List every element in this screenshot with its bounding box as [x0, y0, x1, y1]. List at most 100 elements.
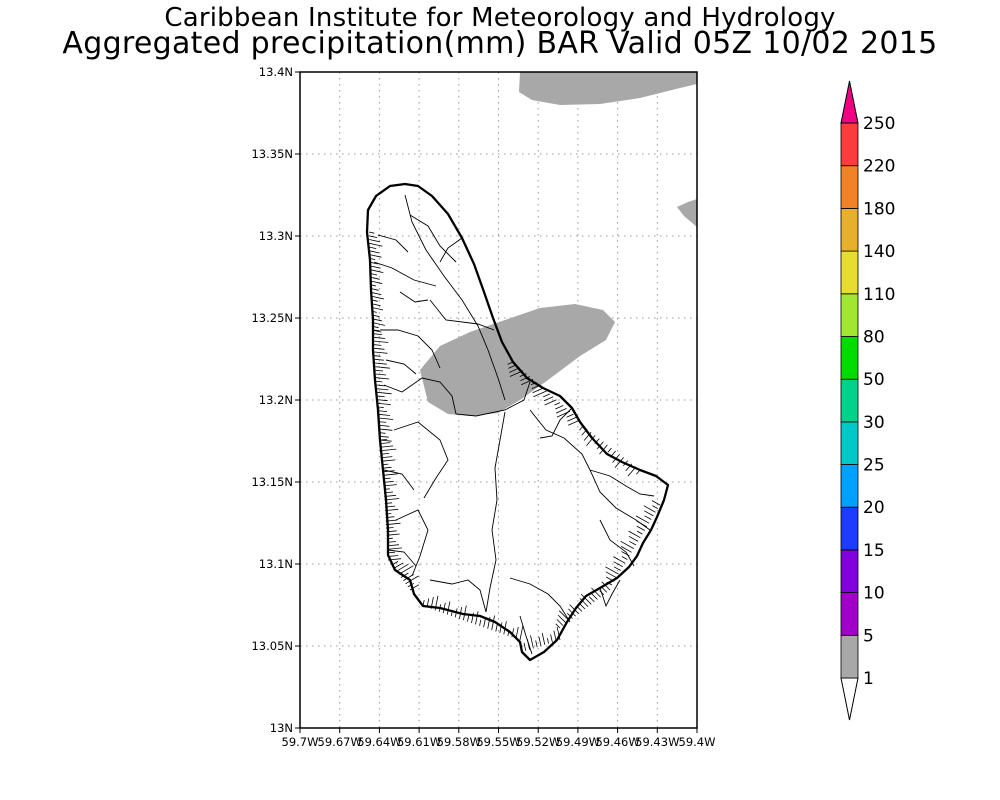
gully-line [378, 413, 391, 416]
gully-line [383, 473, 398, 476]
gully-line [471, 612, 474, 624]
gully-line [520, 646, 523, 653]
gully-line [543, 396, 554, 402]
gully-line [599, 590, 605, 596]
gully-line [379, 424, 390, 427]
gully-line [369, 235, 378, 238]
gully-line [369, 239, 380, 243]
gully-line [374, 355, 381, 357]
gully-line [379, 435, 389, 438]
gully-line [547, 638, 549, 644]
gully-line [426, 598, 430, 608]
colorbar-box [840, 634, 859, 679]
gully-line [609, 450, 616, 458]
gully-line [607, 447, 612, 453]
gully-line [373, 333, 383, 335]
gully-line [371, 322, 385, 326]
lat-tick-label: 13.4N [259, 65, 293, 79]
gully-line [530, 381, 537, 386]
gully-line [652, 505, 658, 509]
gully-line [375, 373, 387, 376]
gully-line [377, 406, 384, 408]
gully-line [381, 456, 393, 458]
institute-title: Caribbean Institute for Meteorology and … [164, 3, 836, 33]
gully-line [383, 488, 390, 490]
gully-line [371, 299, 378, 302]
gully-line [373, 344, 382, 346]
gully-line [371, 314, 380, 318]
colorbar-label: 180 [863, 199, 895, 219]
gully-line [555, 623, 561, 629]
gully-line [599, 444, 608, 455]
gully-line [577, 606, 583, 612]
colorbar-label: 10 [863, 584, 885, 604]
colorbar-label: 20 [863, 498, 885, 518]
gully-line [405, 575, 419, 585]
gully-line [370, 273, 378, 276]
gully-line [376, 391, 392, 395]
gully-line [519, 373, 527, 377]
gully-line [605, 566, 619, 575]
precip-area-east [677, 199, 697, 227]
gully-line [369, 265, 381, 269]
gully-line [376, 380, 383, 383]
colorbar-label: 5 [863, 626, 874, 646]
gully-line [636, 530, 643, 535]
gully-line [579, 425, 584, 431]
gully-line [386, 533, 400, 536]
gully-line [635, 515, 650, 524]
gully-line [385, 516, 395, 518]
gully-line [371, 310, 377, 313]
gully-line [606, 581, 613, 586]
gully-line [531, 384, 540, 390]
gully-line [446, 601, 451, 615]
gully-line [386, 537, 393, 540]
lon-tick-label: 59.58W [437, 735, 481, 749]
gully-line [459, 607, 463, 619]
gully-line [371, 303, 381, 307]
gully-line [370, 284, 377, 287]
lat-tick-label: 13.1N [259, 557, 293, 571]
gully-line [636, 520, 648, 528]
lat-tick-label: 13.25N [251, 311, 293, 325]
precip-area-central [420, 304, 615, 416]
gully-line [386, 530, 397, 533]
gully-line [376, 388, 389, 391]
colorbar-label: 220 [863, 157, 895, 177]
gully-line [651, 500, 661, 506]
gully-line [600, 585, 608, 593]
gully-line [369, 261, 378, 265]
gully-line [590, 592, 598, 600]
gully-line [511, 628, 515, 638]
gully-line [369, 258, 376, 260]
gully-line [567, 416, 577, 422]
gully-line [370, 276, 380, 280]
gully-line [382, 463, 389, 466]
gully-line [613, 566, 621, 571]
gully-line [381, 453, 390, 455]
gully-line [369, 246, 377, 249]
gully-line [370, 280, 383, 284]
gully-line [583, 432, 592, 441]
gully-line [475, 611, 479, 625]
gully-line [627, 466, 637, 477]
gully-line [373, 340, 389, 343]
gully-line [636, 525, 645, 531]
lat-tick-label: 13.2N [259, 393, 293, 407]
gully-line [467, 614, 470, 622]
gully-line [544, 399, 557, 406]
gully-line [625, 463, 633, 472]
gully-line [621, 556, 628, 560]
gully-line [614, 457, 625, 468]
gully-line [515, 626, 519, 639]
gully-line [554, 402, 561, 406]
gully-line [541, 632, 546, 645]
gully-line [386, 527, 394, 529]
colorbar-label: 30 [863, 413, 885, 433]
gully-line [381, 445, 394, 448]
gully-line [385, 513, 392, 515]
gully-line [383, 481, 394, 483]
gully-line [556, 619, 564, 626]
gully-line [483, 618, 486, 628]
